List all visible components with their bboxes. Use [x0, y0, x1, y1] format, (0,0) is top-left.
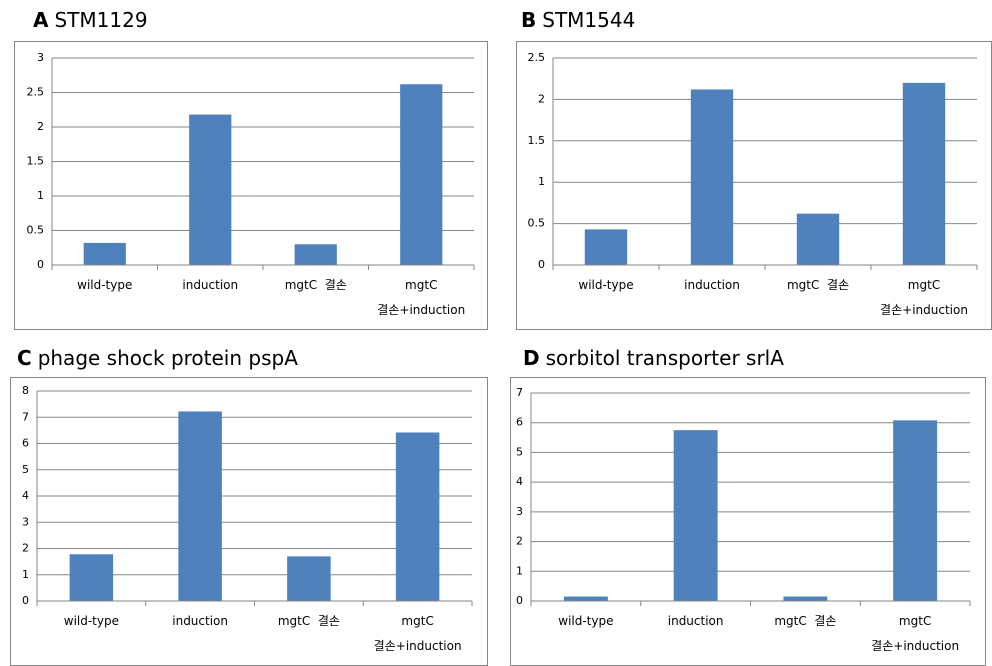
x-tick-label: mgtC 결손 — [284, 278, 347, 292]
y-tick-label: 0 — [37, 258, 44, 271]
bar — [563, 596, 608, 601]
bar — [584, 229, 628, 265]
bar — [294, 244, 337, 265]
x-tick-label: induction — [182, 278, 239, 292]
y-tick-label: 0 — [516, 594, 523, 607]
x-tick-label: mgtC 결손+induction — [880, 278, 968, 317]
y-tick-label: 1 — [37, 189, 44, 202]
bar — [400, 84, 443, 265]
x-tick-label: wild-type — [77, 278, 133, 292]
panel-frame — [14, 41, 488, 330]
panel-letter: B — [521, 8, 537, 32]
panel-title: B STM1544 — [521, 8, 635, 32]
bar — [796, 213, 840, 265]
y-tick-label: 7 — [22, 410, 29, 423]
panel-letter: A — [33, 8, 49, 32]
x-tick-label: mgtC 결손+induction — [373, 614, 462, 653]
title-text: STM1129 — [54, 8, 148, 32]
bar — [178, 411, 222, 601]
panel-letter: D — [523, 346, 540, 370]
y-tick-label: 6 — [516, 416, 523, 429]
y-tick-label: 0.5 — [528, 217, 546, 230]
x-tick-label: wild-type — [63, 614, 119, 628]
y-tick-label: 0.5 — [27, 224, 45, 237]
x-tick-label: induction — [667, 614, 724, 628]
bar — [189, 114, 232, 265]
y-tick-label: 2.5 — [27, 86, 45, 99]
x-tick-label: mgtC 결손+induction — [377, 278, 466, 317]
bar — [673, 430, 718, 601]
bar — [690, 89, 734, 266]
x-tick-label: wild-type — [578, 278, 634, 292]
y-tick-label: 5 — [516, 445, 523, 458]
y-tick-label: 3 — [37, 51, 44, 64]
y-tick-label: 1 — [516, 564, 523, 577]
y-tick-label: 4 — [516, 475, 523, 488]
x-tick-label: mgtC 결손 — [786, 278, 850, 292]
y-tick-label: 6 — [22, 437, 29, 450]
bar — [287, 556, 331, 601]
panel-letter: C — [17, 346, 32, 370]
y-tick-label: 2 — [37, 120, 44, 133]
bar — [69, 554, 114, 601]
x-tick-label: mgtC 결손 — [774, 614, 837, 628]
x-tick-label: mgtC 결손+induction — [871, 614, 960, 653]
x-tick-label: mgtC 결손 — [277, 614, 340, 628]
x-tick-label: wild-type — [558, 614, 614, 628]
y-tick-label: 1.5 — [27, 155, 45, 168]
y-tick-label: 5 — [22, 463, 29, 476]
y-tick-label: 1 — [22, 568, 29, 581]
y-tick-label: 2.5 — [528, 51, 546, 64]
x-tick-label: induction — [172, 614, 228, 628]
y-tick-label: 2 — [538, 92, 545, 105]
bar — [893, 420, 938, 601]
x-tick-label: induction — [684, 278, 740, 292]
panel-title: A STM1129 — [33, 8, 148, 32]
y-tick-label: 4 — [22, 489, 29, 502]
y-tick-label: 7 — [516, 386, 523, 399]
y-tick-label: 2 — [516, 535, 523, 548]
bar — [395, 432, 440, 601]
y-tick-label: 1 — [538, 175, 545, 188]
y-tick-label: 8 — [22, 384, 29, 397]
title-text: sorbitol transporter srlA — [545, 346, 784, 370]
bar — [783, 596, 828, 601]
title-text: phage shock protein pspA — [37, 346, 298, 370]
bar — [902, 82, 946, 265]
title-text: STM1544 — [542, 8, 636, 32]
bar — [83, 242, 126, 265]
y-tick-label: 0 — [22, 594, 29, 607]
y-tick-label: 2 — [22, 542, 29, 555]
y-tick-label: 3 — [516, 505, 523, 518]
y-tick-label: 3 — [22, 515, 29, 528]
y-tick-label: 0 — [538, 258, 545, 271]
y-tick-label: 1.5 — [528, 134, 546, 147]
